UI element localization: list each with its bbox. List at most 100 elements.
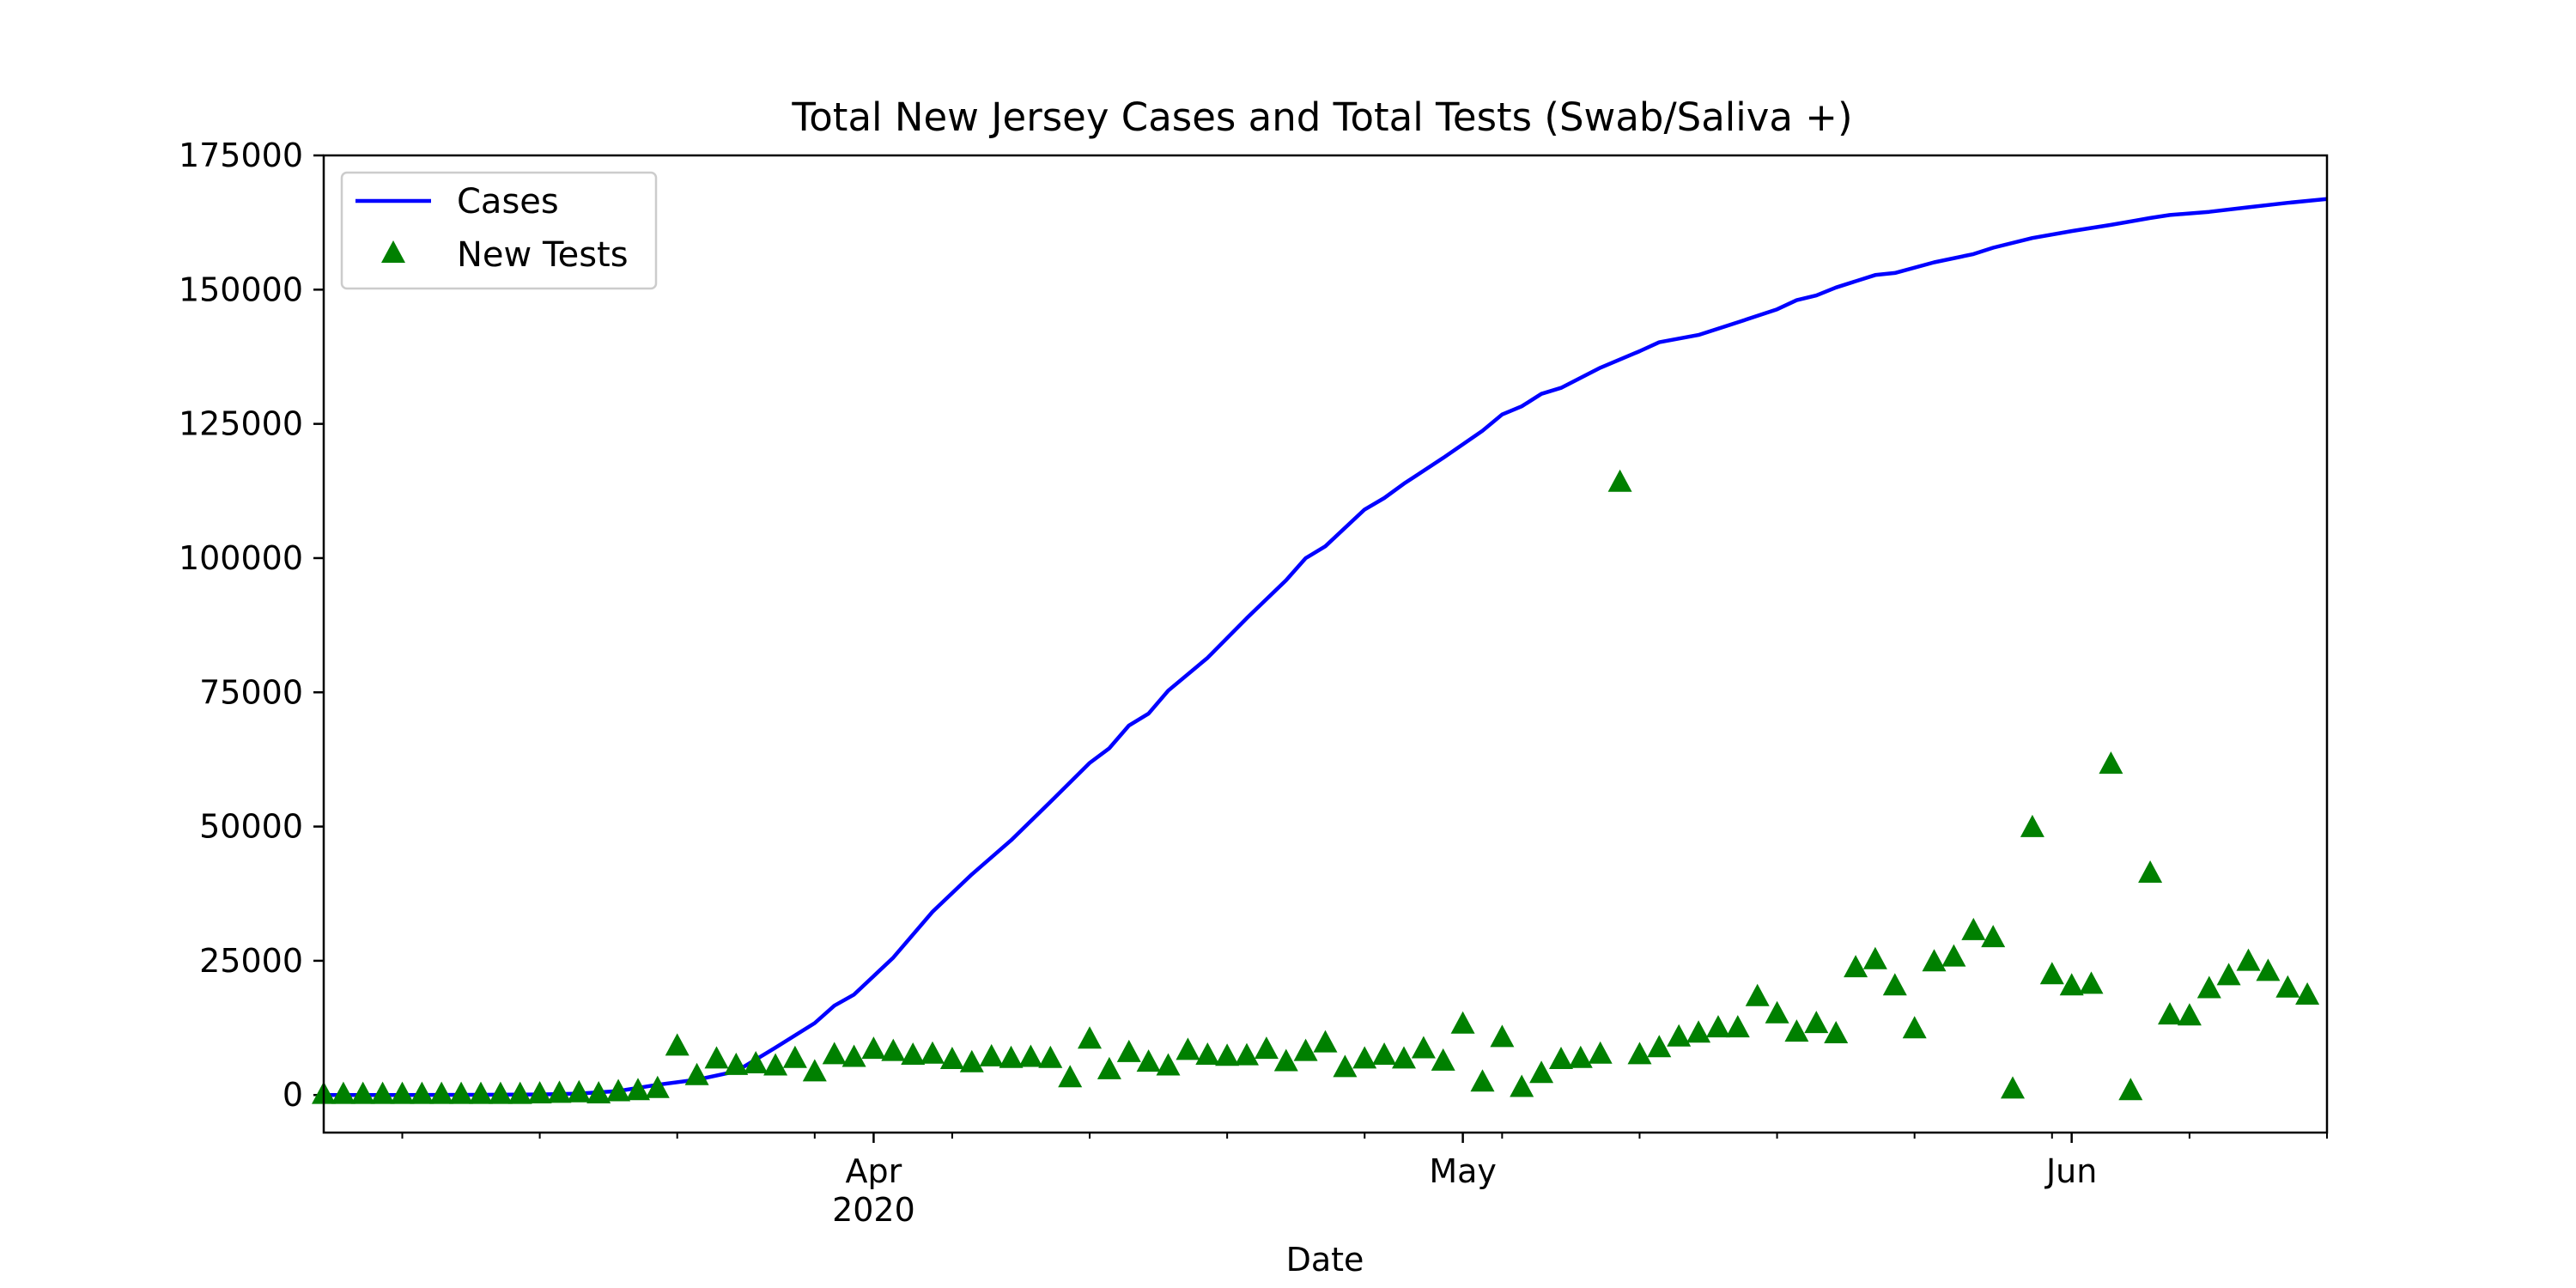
new-tests-point — [1627, 1042, 1652, 1065]
chart-title: Total New Jersey Cases and Total Tests (… — [791, 94, 1852, 140]
new-tests-point — [1647, 1035, 1672, 1058]
new-tests-point — [684, 1062, 709, 1085]
new-tests-point — [507, 1081, 532, 1104]
new-tests-point — [1588, 1041, 1613, 1064]
new-tests-point — [2099, 751, 2123, 775]
new-tests-point — [1784, 1019, 1809, 1042]
y-tick-label: 0 — [283, 1076, 303, 1114]
new-tests-point — [390, 1081, 415, 1104]
new-tests-point — [1961, 917, 1986, 940]
new-tests-point — [567, 1079, 592, 1103]
new-tests-point — [1372, 1042, 1397, 1065]
new-tests-point — [1058, 1065, 1083, 1088]
new-tests-point — [1686, 1020, 1711, 1043]
new-tests-point — [999, 1045, 1024, 1068]
new-tests-point — [2001, 1076, 2025, 1099]
y-tick-label: 150000 — [179, 270, 303, 308]
new-tests-point — [2138, 860, 2163, 883]
new-tests-point — [1804, 1011, 1829, 1034]
new-tests-point — [1902, 1016, 1927, 1039]
new-tests-point — [841, 1044, 866, 1067]
new-tests-point — [881, 1038, 906, 1061]
new-tests-point — [1450, 1011, 1475, 1034]
new-tests-point — [1097, 1056, 1121, 1079]
new-tests-point — [665, 1033, 690, 1056]
new-tests-point — [1568, 1045, 1593, 1068]
new-tests-point — [1254, 1036, 1279, 1060]
legend: Cases New Tests — [340, 171, 658, 290]
new-tests-point — [1470, 1069, 1495, 1092]
new-tests-point — [2039, 962, 2064, 985]
new-tests-point — [1745, 983, 1770, 1006]
new-tests-point — [1706, 1015, 1730, 1038]
plot-content — [312, 197, 2328, 1104]
new-tests-point — [724, 1052, 749, 1075]
new-tests-point — [1116, 1039, 1141, 1062]
x-tick-label: Apr — [846, 1152, 902, 1190]
new-tests-point — [1293, 1038, 1318, 1061]
new-tests-point — [449, 1081, 474, 1104]
new-tests-point — [606, 1078, 631, 1102]
y-tick-label: 125000 — [179, 405, 303, 443]
new-tests-point — [350, 1081, 375, 1104]
new-tests-point — [744, 1051, 769, 1073]
new-tests-point — [488, 1081, 513, 1104]
new-tests-point — [547, 1080, 572, 1103]
y-axis: 0 25000 50000 75000 100000 125000 150000 175000 — [179, 137, 324, 1114]
new-tests-point — [2118, 1078, 2143, 1101]
new-tests-point — [1176, 1037, 1200, 1060]
new-tests-point — [2158, 1002, 2182, 1025]
new-tests-point — [1981, 925, 2006, 948]
new-tests-point — [1018, 1044, 1043, 1067]
new-tests-point — [331, 1081, 355, 1104]
new-tests-point — [2177, 1003, 2202, 1026]
y-tick-label: 25000 — [199, 942, 303, 980]
new-tests-point — [645, 1075, 670, 1098]
x-tick-label: Jun — [2044, 1152, 2097, 1190]
x-axis-label: Date — [1286, 1241, 1364, 1279]
new-tests-point — [1431, 1048, 1455, 1071]
new-tests-point — [2196, 975, 2221, 999]
new-tests-point — [959, 1049, 984, 1072]
new-tests-point — [527, 1081, 552, 1103]
new-tests-point — [1313, 1030, 1338, 1053]
legend-swatch-new-tests — [381, 240, 405, 263]
new-tests-point — [1941, 944, 1966, 967]
new-tests-point — [1549, 1047, 1573, 1069]
new-tests-point — [1038, 1045, 1063, 1068]
new-tests-point — [2256, 958, 2281, 981]
plot-frame — [322, 154, 2329, 1134]
new-tests-point — [410, 1081, 434, 1104]
new-tests-point — [822, 1042, 847, 1065]
new-tests-point — [1882, 973, 1907, 996]
new-tests-point — [1333, 1054, 1358, 1078]
new-tests-point — [920, 1041, 945, 1064]
new-tests-point — [2295, 982, 2320, 1005]
new-tests-point — [586, 1081, 611, 1103]
new-tests-point — [1273, 1048, 1298, 1072]
new-tests-point — [1078, 1026, 1102, 1049]
new-tests-point — [2236, 948, 2261, 971]
new-tests-point — [1844, 955, 1868, 978]
new-tests-point — [1862, 946, 1887, 969]
legend-label-new-tests: New Tests — [457, 235, 629, 275]
new-tests-point — [626, 1078, 650, 1101]
new-tests-point — [1607, 469, 1632, 492]
new-tests-point — [939, 1047, 964, 1069]
new-tests-point — [704, 1046, 729, 1069]
new-tests-point — [2059, 973, 2084, 996]
new-tests-point — [861, 1036, 886, 1060]
new-tests-point — [429, 1081, 454, 1104]
legend-label-cases: Cases — [457, 182, 559, 222]
new-tests-point — [1352, 1046, 1377, 1069]
new-tests-point — [1765, 1000, 1789, 1024]
new-tests-point — [1922, 949, 1947, 972]
new-tests-point — [763, 1053, 788, 1076]
new-tests-point — [1667, 1024, 1692, 1047]
y-tick-label: 75000 — [199, 673, 303, 711]
new-tests-point — [1490, 1024, 1515, 1048]
x-tick-sublabel: 2020 — [832, 1191, 915, 1229]
series-line-cases — [324, 197, 2328, 1097]
new-tests-point — [782, 1045, 807, 1068]
